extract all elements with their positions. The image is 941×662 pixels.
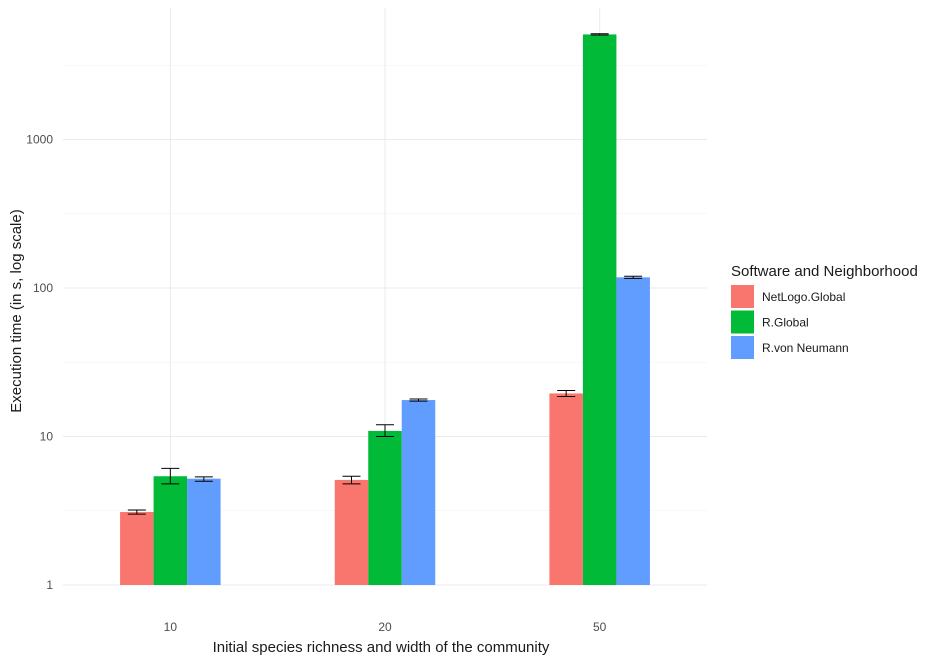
error-bar bbox=[194, 476, 213, 482]
bar-r-global-50 bbox=[582, 34, 617, 585]
y-tick-label: 10 bbox=[40, 430, 54, 444]
legend: Software and Neighborhood NetLogo.Global… bbox=[731, 263, 918, 359]
error-bar bbox=[590, 33, 609, 36]
error-bar bbox=[127, 509, 146, 515]
legend-label: NetLogo.Global bbox=[762, 290, 845, 304]
bar-netlogo-global-10 bbox=[120, 512, 154, 585]
bar-r-global-20 bbox=[368, 430, 402, 585]
bar-r-von-neumann-10 bbox=[187, 478, 221, 585]
bar-r-global-10 bbox=[153, 476, 188, 585]
error-bar bbox=[409, 398, 428, 402]
bar-netlogo-global-50 bbox=[549, 393, 583, 585]
legend-label: R.von Neumann bbox=[762, 341, 849, 355]
bar-r-von-neumann-50 bbox=[616, 277, 650, 585]
x-axis-title: Initial species richness and width of th… bbox=[213, 639, 550, 656]
y-tick-label: 1 bbox=[46, 578, 53, 592]
y-axis-ticks: 1 10 100 1000 bbox=[26, 133, 53, 593]
legend-title: Software and Neighborhood bbox=[731, 263, 918, 280]
bars bbox=[120, 34, 650, 585]
y-tick-label: 100 bbox=[33, 281, 53, 295]
y-axis-title: Execution time (in s, log scale) bbox=[8, 209, 25, 412]
error-bars bbox=[127, 33, 643, 515]
legend-swatch bbox=[731, 285, 754, 308]
legend-items: NetLogo.Global R.Global R.von Neumann bbox=[731, 285, 849, 359]
legend-label: R.Global bbox=[762, 316, 809, 330]
error-bar bbox=[624, 275, 643, 279]
bar-r-von-neumann-20 bbox=[401, 400, 436, 585]
error-bar bbox=[342, 475, 361, 485]
legend-swatch bbox=[731, 310, 754, 334]
x-tick-label: 10 bbox=[164, 620, 178, 634]
error-bar bbox=[376, 424, 394, 437]
y-tick-label: 1000 bbox=[26, 133, 53, 147]
error-bar bbox=[161, 467, 180, 485]
bar-netlogo-global-20 bbox=[334, 479, 369, 585]
x-tick-label: 50 bbox=[593, 620, 607, 634]
x-axis-ticks: 10 20 50 bbox=[164, 620, 607, 634]
x-tick-label: 20 bbox=[378, 620, 392, 634]
legend-swatch bbox=[731, 336, 754, 359]
error-bar bbox=[557, 390, 576, 397]
